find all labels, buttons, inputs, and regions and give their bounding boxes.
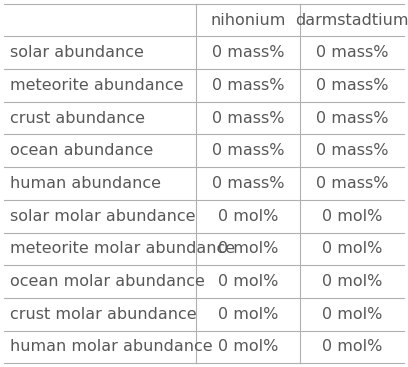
Text: 0 mass%: 0 mass% [316,45,388,60]
Text: 0 mass%: 0 mass% [316,78,388,93]
Text: darmstadtium: darmstadtium [295,12,408,28]
Text: 0 mass%: 0 mass% [212,143,284,158]
Text: 0 mass%: 0 mass% [316,110,388,126]
Text: 0 mol%: 0 mol% [322,307,382,322]
Text: meteorite abundance: meteorite abundance [10,78,184,93]
Text: 0 mass%: 0 mass% [212,110,284,126]
Text: 0 mol%: 0 mol% [218,209,278,224]
Text: human abundance: human abundance [10,176,161,191]
Text: nihonium: nihonium [210,12,286,28]
Text: 0 mol%: 0 mol% [322,209,382,224]
Text: 0 mass%: 0 mass% [212,45,284,60]
Text: crust abundance: crust abundance [10,110,145,126]
Text: 0 mol%: 0 mol% [218,339,278,355]
Text: solar abundance: solar abundance [10,45,144,60]
Text: 0 mass%: 0 mass% [212,78,284,93]
Text: 0 mol%: 0 mol% [218,307,278,322]
Text: meteorite molar abundance: meteorite molar abundance [10,241,235,257]
Text: 0 mol%: 0 mol% [322,274,382,289]
Text: human molar abundance: human molar abundance [10,339,213,355]
Text: 0 mol%: 0 mol% [322,241,382,257]
Text: 0 mass%: 0 mass% [316,143,388,158]
Text: crust molar abundance: crust molar abundance [10,307,197,322]
Text: ocean molar abundance: ocean molar abundance [10,274,205,289]
Text: solar molar abundance: solar molar abundance [10,209,195,224]
Text: 0 mass%: 0 mass% [316,176,388,191]
Text: 0 mol%: 0 mol% [322,339,382,355]
Text: ocean abundance: ocean abundance [10,143,153,158]
Text: 0 mass%: 0 mass% [212,176,284,191]
Text: 0 mol%: 0 mol% [218,274,278,289]
Text: 0 mol%: 0 mol% [218,241,278,257]
